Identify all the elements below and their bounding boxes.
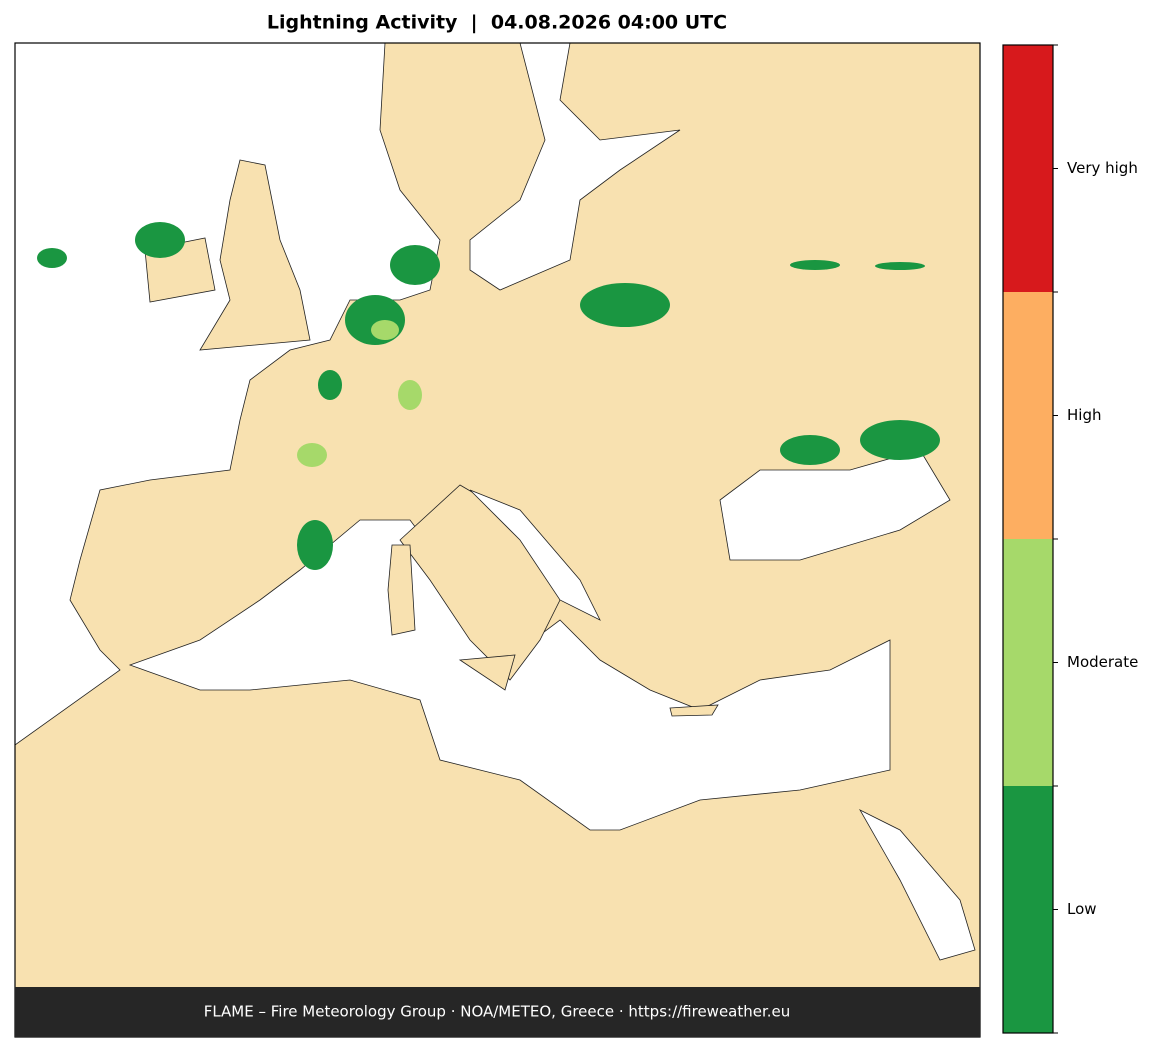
colorbar-segment xyxy=(1003,539,1053,786)
footer: FLAME – Fire Meteorology Group · NOA/MET… xyxy=(204,1003,791,1021)
lightning-area xyxy=(390,245,440,285)
colorbar-label: Low xyxy=(1067,900,1097,918)
baltic xyxy=(469,42,681,291)
britain xyxy=(199,159,311,351)
sicily xyxy=(458,654,516,691)
red-sea xyxy=(858,809,976,961)
lightning-area xyxy=(580,283,670,327)
lightning-area xyxy=(780,435,840,465)
lightning-areas xyxy=(37,222,940,570)
map: FLAME – Fire Meteorology Group · NOA/MET… xyxy=(14,42,981,1038)
lightning-area xyxy=(860,420,940,460)
lightning-area xyxy=(37,248,67,268)
lightning-area xyxy=(318,370,342,400)
lightning-area xyxy=(875,262,925,270)
lightning-area xyxy=(135,222,185,258)
colorbar-frame xyxy=(1002,44,1054,1034)
lightning-area xyxy=(297,520,333,570)
corsica-sardinia xyxy=(387,544,416,636)
lightning-area xyxy=(297,443,327,467)
adriatic xyxy=(469,489,601,621)
black-sea xyxy=(719,449,951,561)
lightning-area xyxy=(371,320,399,340)
footer-bar xyxy=(15,987,980,1037)
colorbar-segment xyxy=(1003,45,1053,292)
lightning-area xyxy=(790,260,840,270)
lightning-area xyxy=(398,380,422,410)
colorbar: Very high High Moderate Low xyxy=(1002,44,1138,1034)
colorbar-label: Moderate xyxy=(1067,653,1138,671)
colorbar-segment xyxy=(1003,292,1053,539)
colorbar-label: High xyxy=(1067,406,1101,424)
colorbar-label: Very high xyxy=(1067,159,1138,177)
colorbar-segment xyxy=(1003,786,1053,1033)
atlantic xyxy=(14,42,441,746)
crete xyxy=(669,704,719,717)
title: Lightning Activity | 04.08.2026 04:00 UT… xyxy=(267,12,727,34)
lightning-area xyxy=(345,295,405,345)
